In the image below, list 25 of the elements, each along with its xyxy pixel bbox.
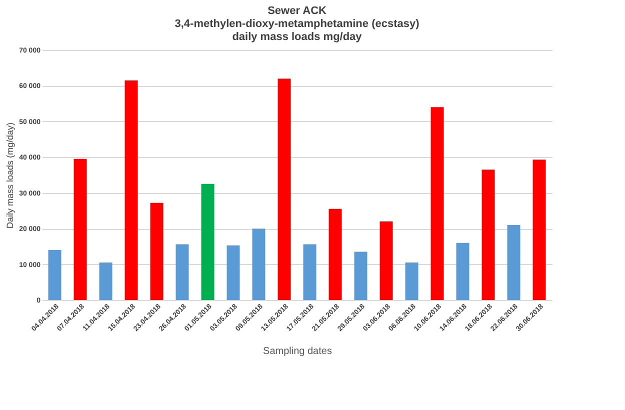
bar [380, 221, 393, 300]
bar [48, 250, 62, 300]
bar [252, 228, 266, 300]
bar [354, 252, 368, 300]
y-axis-title: Daily mass loads (mg/day) [5, 122, 16, 229]
bar [456, 242, 470, 300]
bar [226, 245, 240, 300]
bar [201, 184, 214, 300]
bar [303, 244, 316, 300]
x-axis-title: Sampling dates [263, 346, 332, 358]
bar [405, 262, 418, 300]
bar [150, 202, 164, 300]
bar [430, 107, 444, 300]
text: Sewer ACK [268, 5, 326, 17]
bar [482, 170, 495, 300]
bar [99, 262, 112, 300]
bar [176, 244, 189, 300]
bar [507, 225, 520, 300]
bar [74, 158, 87, 300]
text: 3,4-methylen-dioxy-metamphetamine (ecstasy) [174, 18, 420, 30]
bar [532, 160, 546, 300]
bar [124, 80, 138, 300]
bar [278, 78, 291, 300]
bar [328, 208, 342, 300]
text: daily mass loads mg/day [232, 31, 362, 43]
